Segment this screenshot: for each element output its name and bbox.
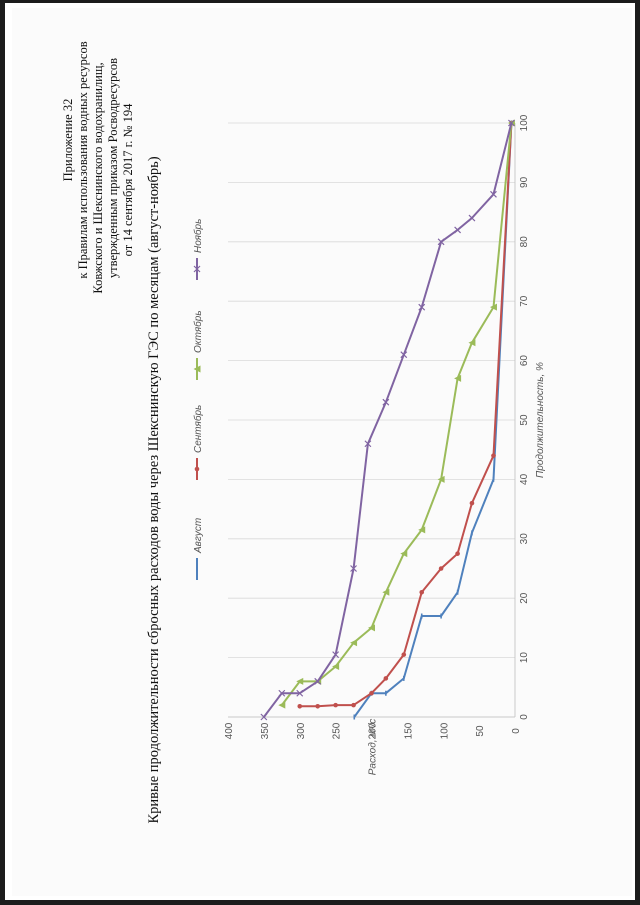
y-tick-label: 0 [511,728,522,734]
data-point [382,588,390,596]
y-tick-label: 400 [224,722,235,739]
header-line-5: от 14 сентября 2017 г. № 194 [121,103,135,256]
data-point [350,565,357,572]
x-tick-label: 10 [519,652,530,664]
data-point [468,339,476,347]
data-point [369,690,374,696]
series-4 [260,119,515,721]
data-point [315,704,320,709]
legend-item-3: Октябрь [192,310,204,380]
data-point [401,652,407,657]
data-point [469,500,475,506]
data-point [260,713,268,721]
data-point [400,550,408,558]
data-point [296,677,304,685]
data-point [490,190,497,198]
y-tick-label: 100 [439,722,450,739]
x-tick-label: 100 [519,114,530,131]
legend-label: Ноябрь [192,219,204,253]
data-point [400,351,408,359]
y-tick-label: 50 [475,725,486,737]
chart-legend: Август Сентябрь Октябрь Ноябрь [192,219,204,580]
data-point [507,119,515,127]
data-point [418,303,426,311]
data-point [278,689,286,697]
data-point [332,663,340,671]
header-line-1: Приложение 32 [61,99,75,182]
legend-item-1: Август [193,518,204,580]
data-point [278,701,286,709]
legend-item-2: Сентябрь [192,405,204,480]
legend-label: Август [193,518,204,554]
x-tick-label: 50 [519,414,530,426]
series-line [353,122,513,718]
series-line [281,122,513,706]
data-point [368,624,375,632]
data-point [351,702,356,708]
y-tick-label: 200 [368,722,379,739]
data-point [437,475,445,483]
series-2 [297,120,514,709]
header-line-3: Ковжского и Шекснинского водохранилищ, [91,62,105,293]
y-tick-label: 300 [296,722,307,739]
data-point [454,226,462,234]
data-point [491,453,496,458]
data-point [437,238,445,246]
page-background [12,8,632,896]
y-tick-label: 350 [260,722,271,739]
legend-marker [193,265,201,273]
legend-item-4: Ноябрь [192,219,204,280]
data-point [489,303,497,311]
data-point [455,551,460,556]
chart-plot-area: 0 10 20 30 40 50 60 70 80 90 100 0 50 100 150 200 250 300… [224,114,530,739]
y-axis-label: Расход, м³/с [368,719,379,776]
x-tick-label: 40 [519,473,530,485]
x-tick-label: 30 [519,533,530,545]
data-point [332,651,340,659]
data-point [382,398,390,406]
chart-title: Кривые продолжительности сбросных расход… [146,156,162,823]
x-axis-label: Продолжительность, % [535,362,546,478]
data-point [297,704,303,709]
data-point [438,566,444,571]
data-point [296,689,304,697]
x-tick-label: 90 [519,176,530,188]
legend-label: Октябрь [192,310,204,353]
data-point [383,676,389,681]
series-3 [278,119,515,709]
x-tick-label: 60 [519,355,530,367]
x-tick-label: 80 [519,236,530,248]
x-tick-label: 70 [519,295,530,307]
data-point [350,639,358,647]
header-line-4: утвержденным приказом Росводресурсов [106,58,120,278]
header-line-2: к Правилам использования водных ресурсов [76,41,90,278]
x-tick-label: 20 [519,592,530,604]
data-point [418,526,426,534]
y-tick-label: 150 [403,722,414,739]
legend-marker [194,466,200,472]
data-point [419,589,425,595]
data-point [468,214,476,222]
data-point [454,374,462,382]
data-point [333,702,338,708]
series-1 [353,120,513,720]
y-tick-label: 250 [332,722,343,739]
legend-marker [193,365,201,373]
x-tick-label: 0 [519,714,530,720]
data-point [314,677,322,685]
data-point [364,440,372,448]
legend-label: Сентябрь [192,405,204,453]
